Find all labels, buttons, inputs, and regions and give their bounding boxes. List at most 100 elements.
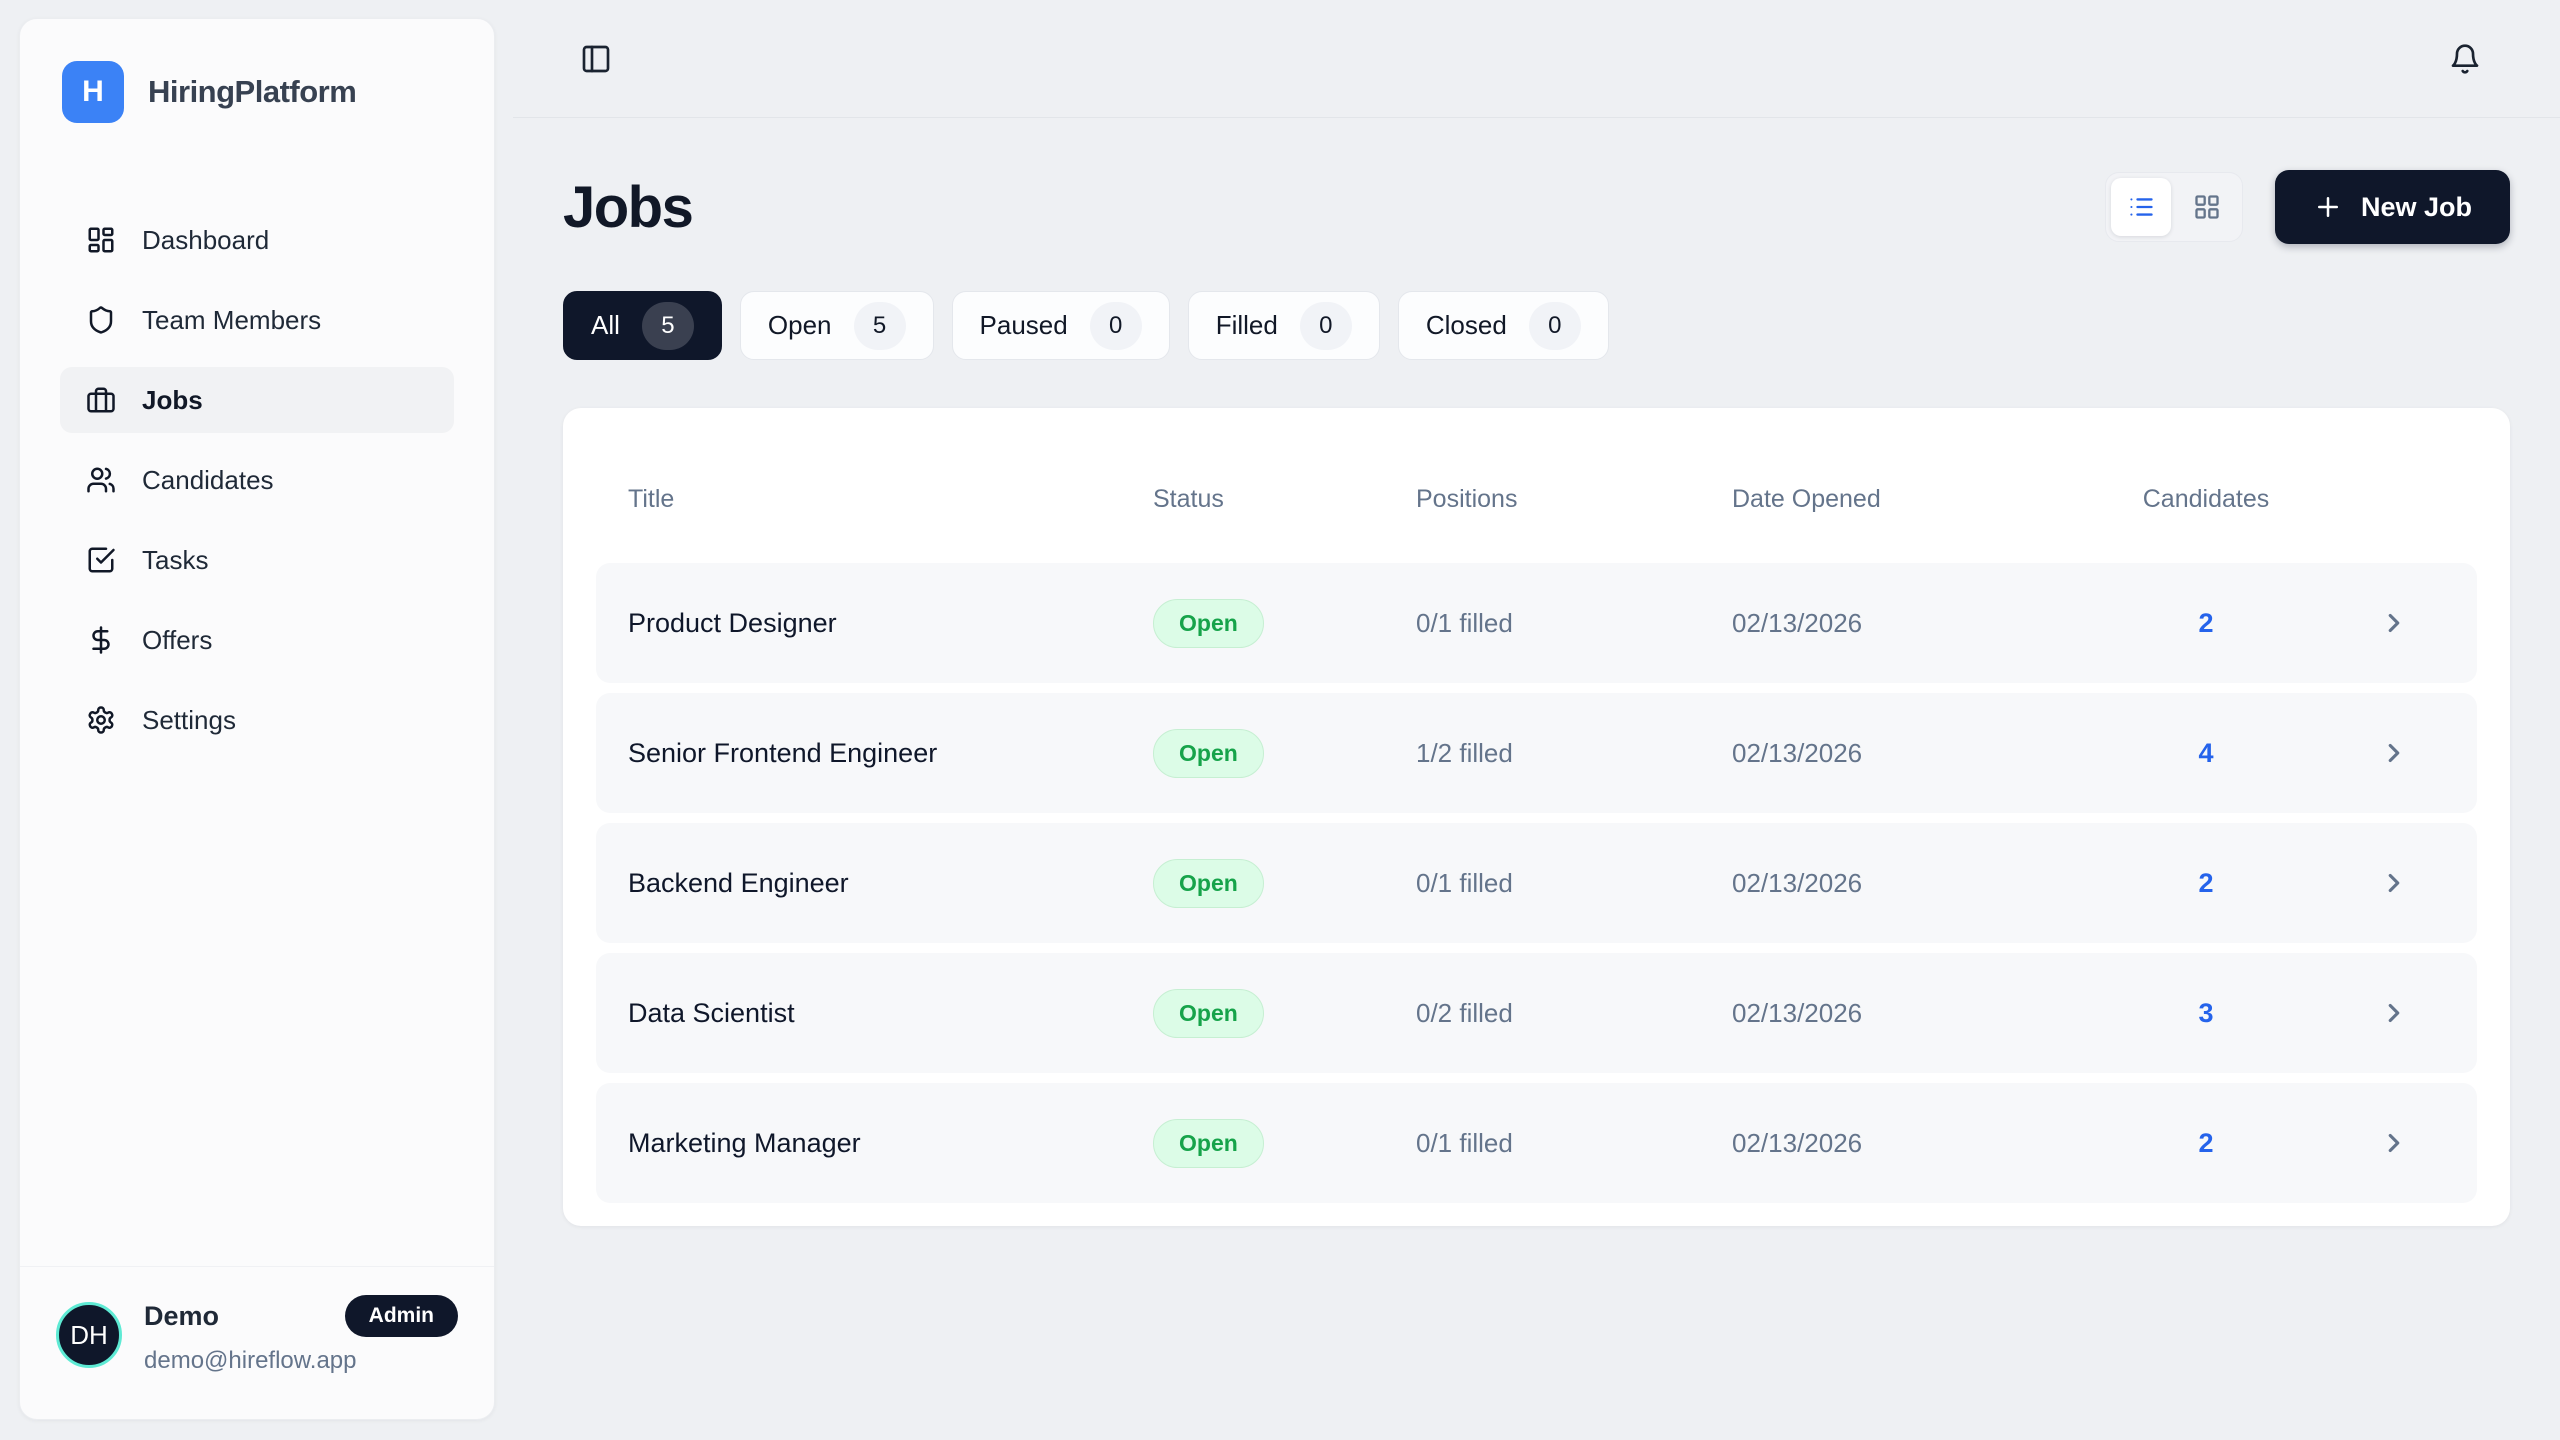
plus-icon [2313, 192, 2343, 222]
positions-filled: 0/1 filled [1416, 867, 1513, 898]
sidebar-item-team-members[interactable]: Team Members [60, 287, 454, 353]
job-title: Marketing Manager [628, 1127, 861, 1158]
table-row[interactable]: Product Designer Open 0/1 filled 02/13/2… [596, 563, 2477, 683]
filter-tab-count: 0 [1528, 301, 1581, 350]
candidates-count-link[interactable]: 2 [2198, 867, 2214, 898]
view-toggle [2104, 172, 2243, 242]
positions-filled: 0/2 filled [1416, 997, 1513, 1028]
panel-left-icon [580, 43, 612, 75]
sidebar-item-label: Settings [142, 704, 236, 735]
page-header: Jobs New Job [563, 165, 2510, 249]
chevron-right-icon [2379, 868, 2445, 898]
filter-tab-label: Closed [1425, 310, 1507, 340]
positions-filled: 0/1 filled [1416, 1127, 1513, 1158]
list-view-button[interactable] [2110, 178, 2171, 236]
sidebar-item-settings[interactable]: Settings [60, 687, 454, 753]
filter-tab-filled[interactable]: Filled 0 [1187, 291, 1380, 360]
table-row[interactable]: Backend Engineer Open 0/1 filled 02/13/2… [596, 823, 2477, 943]
sidebar-toggle-button[interactable] [573, 36, 619, 82]
filter-tab-label: All [591, 310, 620, 340]
chevron-right-icon [2379, 608, 2445, 638]
sidebar-item-offers[interactable]: Offers [60, 607, 454, 673]
jobs-table: Title Status Positions Date Opened Candi… [563, 408, 2510, 1226]
filter-tab-paused[interactable]: Paused 0 [951, 291, 1170, 360]
sidebar-item-label: Jobs [142, 384, 203, 415]
filter-tab-open[interactable]: Open 5 [739, 291, 934, 360]
date-opened: 02/13/2026 [1732, 867, 1863, 898]
candidates-count-link[interactable]: 3 [2198, 997, 2214, 1028]
status-filter-tabs: All 5 Open 5 Paused 0 Filled 0 Closed 0 [563, 291, 2510, 360]
chevron-right-icon [2379, 738, 2445, 768]
user-profile[interactable]: DH Demo Admin demo@hireflow.app [20, 1266, 494, 1419]
topbar [513, 0, 2560, 118]
job-title: Data Scientist [628, 997, 795, 1028]
user-info: Demo Admin demo@hireflow.app [144, 1295, 458, 1375]
filter-tab-count: 0 [1089, 301, 1142, 350]
column-header-date-opened: Date Opened [1732, 485, 1881, 513]
column-header-title: Title [628, 485, 675, 513]
sidebar-item-tasks[interactable]: Tasks [60, 527, 454, 593]
table-row[interactable]: Marketing Manager Open 0/1 filled 02/13/… [596, 1083, 2477, 1203]
column-header-candidates: Candidates [2142, 485, 2270, 513]
sidebar-item-label: Team Members [142, 304, 322, 335]
user-email: demo@hireflow.app [144, 1347, 357, 1374]
filter-tab-all[interactable]: All 5 [563, 291, 722, 360]
sidebar-item-label: Candidates [142, 464, 274, 495]
status-badge: Open [1153, 858, 1264, 908]
brand-logo-letter: H [82, 75, 104, 108]
sidebar-nav: Dashboard Team Members Jobs Candidates T… [20, 159, 494, 753]
positions-filled: 1/2 filled [1416, 737, 1513, 768]
filter-tab-count: 5 [853, 301, 906, 350]
dashboard-icon [86, 225, 116, 255]
user-name: Demo [144, 1300, 220, 1331]
sidebar-item-jobs[interactable]: Jobs [60, 367, 454, 433]
status-badge: Open [1153, 598, 1264, 648]
job-title: Senior Frontend Engineer [628, 737, 938, 768]
header-actions: New Job [2104, 170, 2510, 244]
table-row[interactable]: Data Scientist Open 0/2 filled 02/13/202… [596, 953, 2477, 1073]
bell-icon [2449, 43, 2481, 75]
date-opened: 02/13/2026 [1732, 997, 1863, 1028]
filter-tab-closed[interactable]: Closed 0 [1397, 291, 1609, 360]
sidebar-item-label: Tasks [142, 544, 209, 575]
avatar-initials: DH [70, 1319, 108, 1350]
users-icon [86, 465, 116, 495]
positions-filled: 0/1 filled [1416, 607, 1513, 638]
chevron-right-icon [2379, 998, 2445, 1028]
filter-tab-label: Paused [979, 310, 1068, 340]
avatar: DH [56, 1302, 122, 1368]
sidebar: H HiringPlatform Dashboard Team Members … [19, 18, 495, 1420]
gear-icon [86, 705, 116, 735]
page-title: Jobs [563, 174, 694, 240]
column-header-status: Status [1153, 485, 1224, 513]
sidebar-item-dashboard[interactable]: Dashboard [60, 207, 454, 273]
date-opened: 02/13/2026 [1732, 607, 1863, 638]
status-badge: Open [1153, 988, 1264, 1038]
candidates-count-link[interactable]: 4 [2198, 737, 2214, 768]
job-title: Backend Engineer [628, 867, 849, 898]
check-square-icon [86, 545, 116, 575]
table-header-row: Title Status Positions Date Opened Candi… [596, 436, 2477, 563]
filter-tab-count: 0 [1299, 301, 1352, 350]
new-job-button[interactable]: New Job [2274, 170, 2510, 244]
table-row[interactable]: Senior Frontend Engineer Open 1/2 filled… [596, 693, 2477, 813]
grid-icon [2193, 193, 2221, 221]
shield-icon [86, 305, 116, 335]
grid-view-button[interactable] [2177, 178, 2237, 236]
candidates-count-link[interactable]: 2 [2198, 1127, 2214, 1158]
brand-name: HiringPlatform [148, 74, 357, 109]
main-content: Jobs New Job [513, 119, 2560, 1440]
brand-logo: H [62, 61, 124, 123]
notifications-button[interactable] [2442, 36, 2488, 82]
brand: H HiringPlatform [20, 19, 494, 159]
date-opened: 02/13/2026 [1732, 1127, 1863, 1158]
filter-tab-label: Open [767, 310, 832, 340]
sidebar-item-candidates[interactable]: Candidates [60, 447, 454, 513]
job-title: Product Designer [628, 607, 837, 638]
candidates-count-link[interactable]: 2 [2198, 607, 2214, 638]
new-job-label: New Job [2360, 191, 2472, 222]
filter-tab-label: Filled [1215, 310, 1278, 340]
chevron-right-icon [2379, 1128, 2445, 1158]
column-header-positions: Positions [1416, 485, 1518, 513]
sidebar-item-label: Offers [142, 624, 213, 655]
